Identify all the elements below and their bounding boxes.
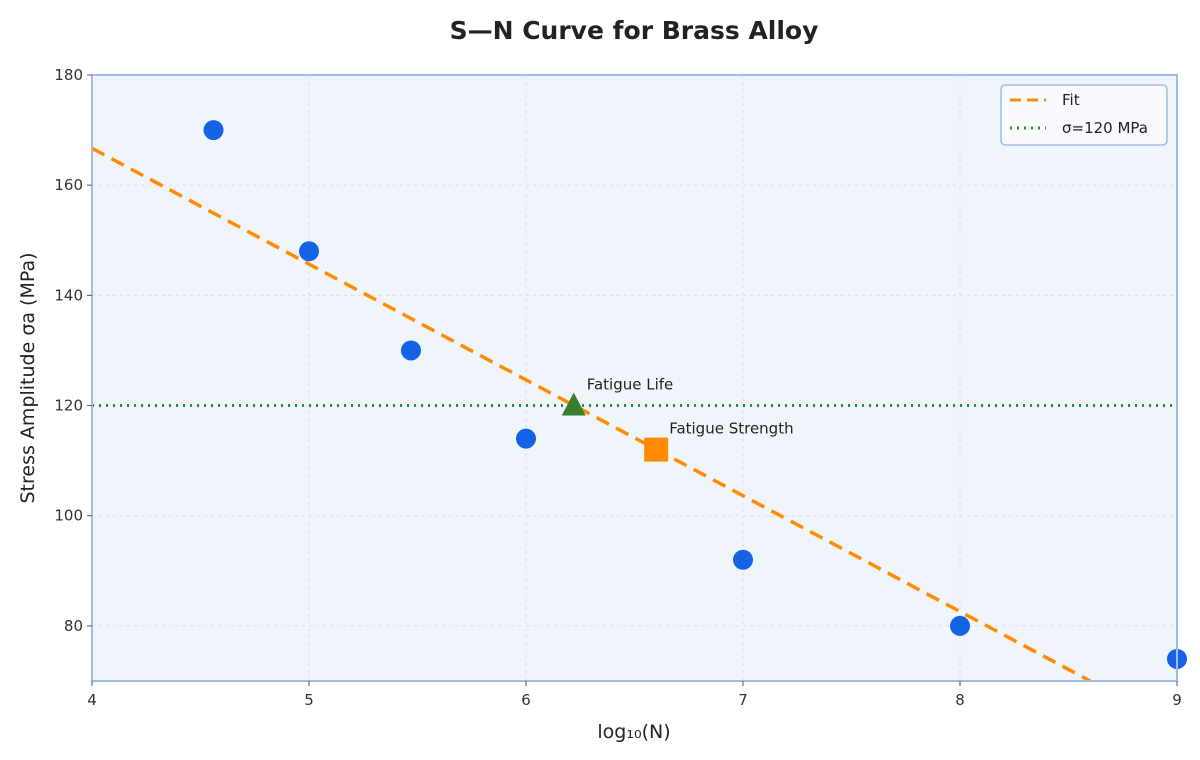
y-tick-label: 120 (54, 397, 83, 415)
chart-title: S—N Curve for Brass Alloy (450, 16, 819, 45)
data-point (516, 428, 536, 449)
x-tick-label: 8 (955, 691, 965, 709)
fatigue-strength-label: Fatigue Strength (669, 420, 793, 438)
x-tick-label: 5 (304, 691, 314, 709)
fit-layer (91, 146, 1092, 683)
fatigue-strength-marker (644, 437, 669, 462)
y-tick-label: 80 (64, 617, 83, 635)
y-tick-layer: 80 100 120 140 160 180 (54, 66, 92, 635)
y-tick-label: 180 (54, 66, 83, 84)
x-tick-label: 4 (87, 691, 97, 709)
y-axis-title: Stress Amplitude σa (MPa) (17, 252, 39, 503)
x-tick-label: 9 (1172, 691, 1182, 709)
plot-frame (91, 74, 1178, 682)
legend-reference-label: σ=120 MPa (1062, 119, 1148, 137)
fatigue-life-label: Fatigue Life (587, 376, 674, 394)
y-tick-label: 160 (54, 176, 83, 194)
fatigue-life-marker (561, 392, 586, 416)
y-tick-label: 100 (54, 507, 83, 525)
data-point (203, 120, 224, 141)
annotation-layer: Fatigue Life Fatigue Strength (561, 376, 794, 462)
legend: Fit σ=120 MPa (1000, 84, 1168, 146)
x-tick-label: 7 (738, 691, 748, 709)
fit-line (91, 146, 1092, 683)
data-point (950, 615, 970, 636)
y-tick-label: 140 (54, 286, 83, 304)
x-tick-label: 6 (521, 691, 531, 709)
data-point (733, 549, 753, 570)
x-tick-layer: 4 5 6 7 8 9 (87, 681, 1182, 709)
data-point (400, 340, 421, 361)
legend-fit-label: Fit (1062, 91, 1080, 109)
data-point (299, 241, 319, 262)
x-axis-title: log₁₀(N) (597, 721, 670, 743)
plot-area (92, 75, 1177, 681)
legend-box (1000, 84, 1168, 146)
